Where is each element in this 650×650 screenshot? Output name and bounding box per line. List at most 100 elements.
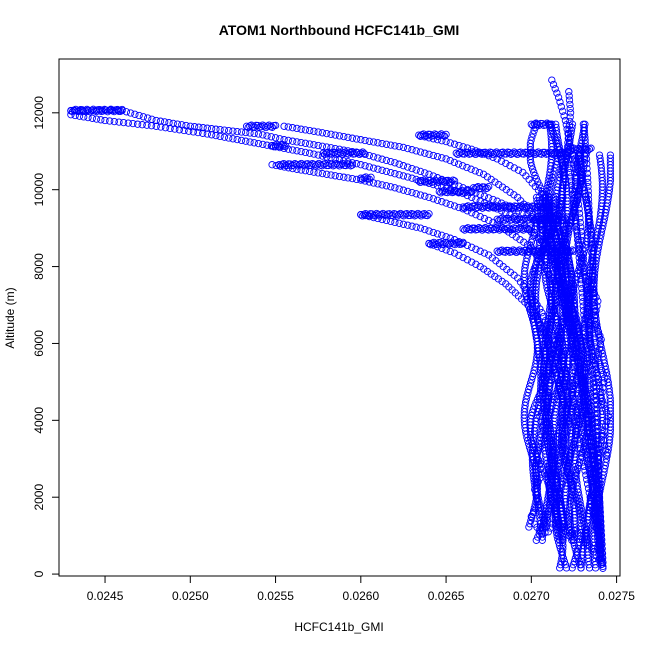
- data-point: [335, 172, 344, 181]
- data-point: [229, 127, 237, 135]
- data-point: [306, 140, 314, 148]
- data-point: [374, 139, 382, 147]
- data-point: [450, 202, 459, 210]
- data-point: [254, 130, 263, 138]
- data-point: [468, 243, 476, 251]
- data-point: [569, 413, 577, 421]
- data-point: [101, 116, 109, 125]
- data-point: [487, 175, 495, 184]
- data-point: [596, 511, 604, 519]
- data-point: [293, 138, 301, 146]
- data-point: [480, 183, 488, 191]
- y-axis: 0 2000 4000 6000 8000 10000 12000: [32, 96, 60, 577]
- data-point: [558, 551, 567, 559]
- data-point: [526, 520, 534, 528]
- y-axis-label: Altitude (m): [3, 287, 17, 348]
- data-point: [591, 561, 599, 569]
- data-point: [563, 228, 571, 236]
- data-point: [455, 141, 463, 150]
- data-point: [348, 174, 356, 183]
- data-point: [97, 116, 105, 124]
- data-point: [467, 165, 475, 173]
- data-point: [497, 157, 506, 165]
- data-point: [577, 564, 585, 572]
- data-point: [571, 314, 579, 322]
- data-point: [579, 445, 588, 454]
- data-point: [543, 520, 551, 528]
- data-point: [229, 135, 237, 143]
- data-point: [438, 244, 446, 252]
- data-point: [489, 195, 497, 204]
- data-point: [306, 149, 314, 157]
- data-point: [476, 212, 484, 221]
- data-point: [597, 541, 605, 550]
- data-point: [568, 212, 576, 220]
- data-point: [166, 124, 174, 133]
- data-point: [554, 93, 563, 102]
- data-point: [565, 397, 573, 406]
- data-point: [566, 109, 575, 117]
- data-point: [549, 308, 557, 316]
- data-point: [561, 458, 569, 466]
- data-point: [520, 238, 528, 246]
- data-point: [344, 133, 352, 142]
- data-point: [561, 157, 569, 166]
- data-point: [391, 159, 399, 167]
- data-point: [438, 198, 446, 206]
- data-point: [429, 195, 437, 203]
- data-point: [446, 179, 454, 187]
- data-point: [412, 166, 420, 174]
- data-point: [412, 147, 420, 155]
- data-point: [387, 183, 395, 191]
- data-point: [425, 227, 433, 235]
- data-point: [374, 180, 382, 188]
- data-point: [531, 171, 539, 180]
- data-point: [374, 154, 382, 162]
- data-point: [591, 338, 599, 347]
- data-point: [421, 169, 429, 177]
- data-point: [147, 122, 156, 130]
- data-point: [318, 169, 327, 178]
- data-point: [593, 405, 601, 413]
- data-point: [468, 193, 476, 202]
- data-point: [301, 139, 310, 147]
- data-point: [318, 129, 327, 137]
- data-point: [560, 161, 568, 169]
- data-point: [182, 121, 190, 130]
- data-point: [530, 168, 538, 176]
- data-point: [459, 143, 467, 151]
- data-point: [571, 202, 580, 210]
- data-point: [575, 266, 583, 274]
- data-point: [571, 154, 579, 162]
- data-point: [526, 382, 534, 390]
- data-point: [143, 121, 151, 129]
- data-point: [161, 118, 169, 126]
- data-point: [555, 151, 563, 159]
- data-point: [382, 167, 391, 176]
- data-point: [185, 127, 193, 135]
- data-point: [344, 174, 352, 182]
- data-point: [190, 123, 199, 131]
- data-point: [514, 166, 523, 174]
- data-point: [408, 174, 416, 182]
- data-point: [433, 152, 442, 161]
- data-point: [152, 116, 160, 125]
- data-point: [280, 122, 288, 130]
- data-point: [310, 150, 318, 158]
- data-point: [508, 230, 517, 239]
- x-tick-label: 0.0260: [342, 589, 379, 603]
- data-point: [596, 519, 604, 528]
- data-point: [582, 471, 590, 479]
- data-point: [455, 251, 463, 260]
- data-point: [404, 221, 412, 229]
- data-point: [459, 162, 467, 170]
- data-point: [267, 133, 275, 141]
- data-point: [259, 131, 267, 139]
- data-point: [116, 107, 125, 115]
- data-point: [572, 471, 580, 479]
- data-point: [135, 111, 143, 120]
- data-point: [225, 134, 233, 142]
- data-point: [220, 133, 229, 141]
- data-point: [585, 372, 593, 380]
- data-point: [560, 557, 569, 566]
